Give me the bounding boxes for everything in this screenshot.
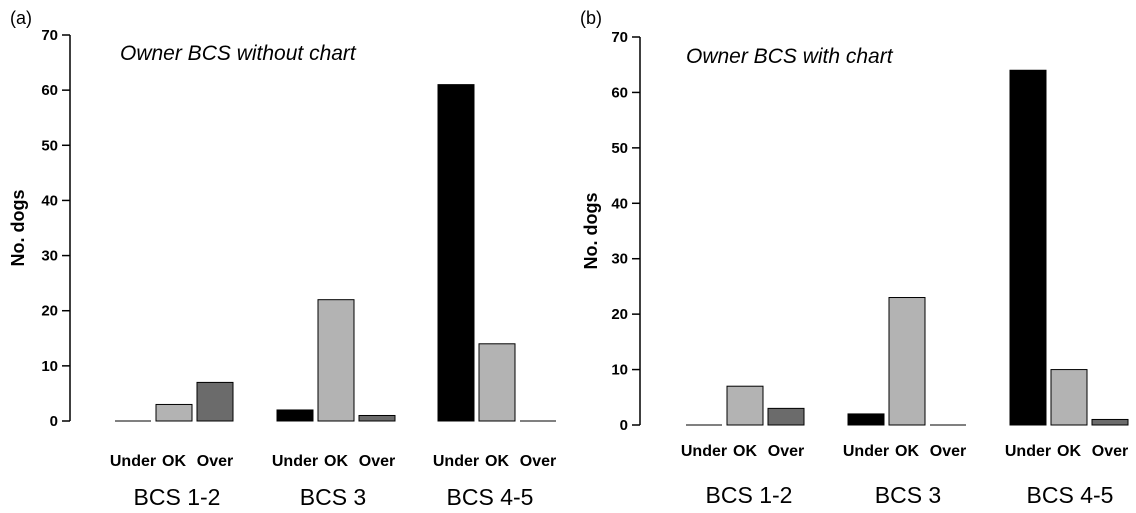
category-label: Over (520, 453, 556, 470)
bar-over (196, 381, 234, 422)
category-label: OK (1057, 443, 1081, 460)
group-label: BCS 3 (300, 484, 366, 510)
y-tick-label: 30 (611, 251, 628, 268)
category-label: Under (843, 443, 889, 460)
category-label: Over (197, 453, 233, 470)
bar-under (276, 409, 314, 422)
y-tick-label: 30 (41, 248, 58, 265)
group-label: BCS 3 (875, 482, 941, 508)
y-tick-label: 10 (41, 358, 58, 375)
category-label: Under (272, 453, 318, 470)
bar-under (437, 84, 475, 422)
bar-under (847, 413, 885, 426)
chart-title: Owner BCS without chart (120, 42, 357, 65)
panel-label: (a) (10, 8, 32, 28)
bar-ok (155, 403, 193, 422)
bar-ok (478, 343, 516, 422)
category-label: Over (359, 453, 395, 470)
y-tick-label: 50 (611, 140, 628, 157)
category-label: Under (1005, 443, 1051, 460)
y-tick-label: 40 (611, 195, 628, 212)
y-tick-label: 0 (50, 413, 58, 430)
y-tick-label: 20 (611, 306, 628, 323)
category-label: OK (162, 453, 186, 470)
y-tick-label: 20 (41, 303, 58, 320)
group-label: BCS 4-5 (1027, 482, 1114, 508)
bar-ok (888, 297, 926, 426)
bar-over (767, 407, 805, 426)
bar-ok (1050, 369, 1088, 426)
bar-ok (726, 385, 764, 426)
chart-panel-b: (b) Owner BCS with chart 0 10 20 30 40 50 60 70 No… (580, 8, 1129, 508)
y-axis-label: No. dogs (581, 193, 601, 270)
y-tick-label: 50 (41, 137, 58, 154)
category-label: Over (930, 443, 966, 460)
category-label: OK (324, 453, 348, 470)
category-label: Under (681, 443, 727, 460)
y-tick-label: 60 (611, 84, 628, 101)
y-tick-label: 0 (620, 417, 628, 434)
category-label: Over (1092, 443, 1128, 460)
bar-ok (317, 299, 355, 422)
category-label: OK (733, 443, 757, 460)
category-label: OK (485, 453, 509, 470)
y-axis-label: No. dogs (8, 190, 28, 267)
category-label: OK (895, 443, 919, 460)
y-tick-label: 10 (611, 362, 628, 379)
group-label: BCS 1-2 (706, 482, 793, 508)
y-tick-label: 70 (611, 29, 628, 46)
category-label: Over (768, 443, 804, 460)
category-label: Under (433, 453, 479, 470)
bar-under (1009, 69, 1047, 426)
bar-over (358, 414, 396, 422)
y-tick-label: 60 (41, 82, 58, 99)
y-tick-label: 40 (41, 192, 58, 209)
category-label: Under (110, 453, 156, 470)
chart-title: Owner BCS with chart (686, 45, 894, 68)
group-label: BCS 1-2 (134, 484, 221, 510)
group-label: BCS 4-5 (447, 484, 534, 510)
bar-over (1091, 418, 1129, 426)
chart-panel-a: (a) Owner BCS without chart 0 10 20 30 40 50 60 7… (8, 8, 556, 510)
panel-label: (b) (580, 8, 602, 28)
y-tick-label: 70 (41, 27, 58, 44)
